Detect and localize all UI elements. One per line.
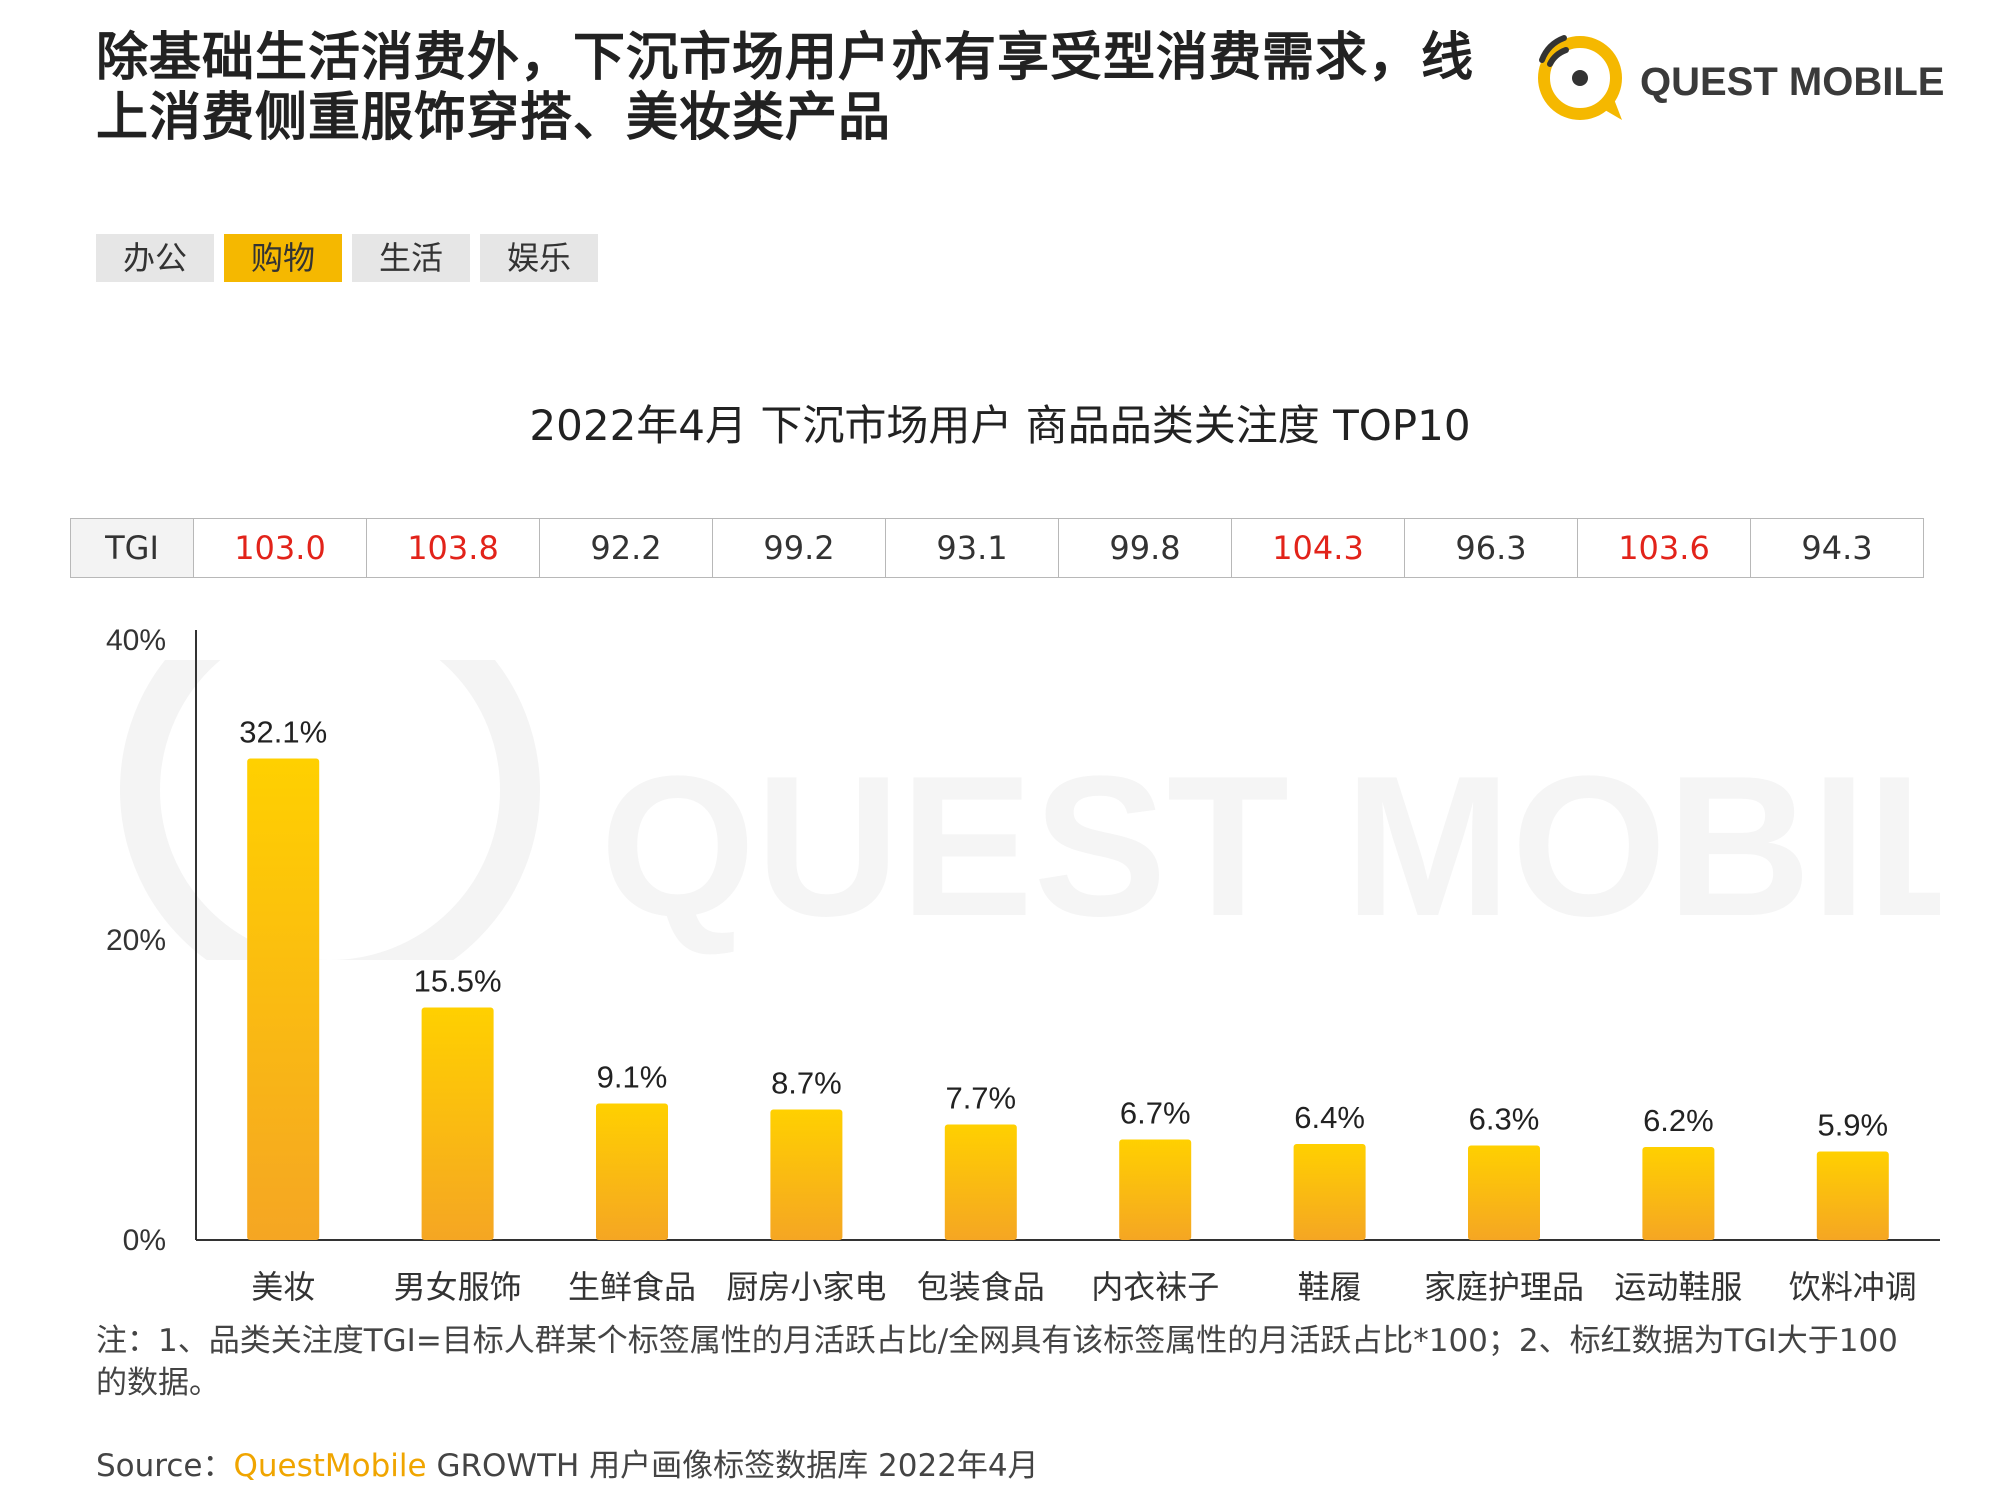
tgi-value: 99.2 — [712, 518, 886, 578]
category-tabs: 办公 购物 生活 娱乐 — [96, 234, 598, 282]
bar-value-label: 6.3% — [1469, 1102, 1540, 1137]
source-rest: GROWTH 用户画像标签数据库 2022年4月 — [426, 1448, 1039, 1484]
tgi-value: 104.3 — [1231, 518, 1405, 578]
bar-value-label: 32.1% — [239, 715, 327, 750]
bar — [1119, 1139, 1192, 1240]
source-brand: QuestMobile — [233, 1448, 427, 1484]
bar-value-label: 8.7% — [771, 1066, 842, 1101]
svg-text:QUEST MOBILE: QUEST MOBILE — [600, 735, 1940, 958]
tgi-row: TGI 103.0 103.8 92.2 99.2 93.1 99.8 104.… — [70, 518, 1924, 578]
tgi-value: 99.8 — [1058, 518, 1232, 578]
bar — [1816, 1151, 1889, 1240]
bar — [596, 1103, 668, 1240]
y-tick-label: 20% — [106, 924, 166, 957]
brand-logo: QUEST MOBILE — [1528, 28, 1958, 124]
x-tick-label: 美妆 — [251, 1268, 315, 1306]
tgi-value: 96.3 — [1404, 518, 1578, 578]
tgi-value: 103.0 — [193, 518, 367, 578]
bar — [1468, 1145, 1540, 1240]
bar-chart: 0% 20% 40% 32.1% 美妆 15.5% 男女服饰 9.1% 生鲜食品 8.7% 厨房小家… — [106, 624, 1940, 1306]
y-tick-label: 0% — [123, 1224, 166, 1257]
bar — [1642, 1147, 1715, 1240]
watermark-logo: QUEST MOBILE — [120, 660, 1940, 960]
tgi-value: 92.2 — [539, 518, 713, 578]
logo-text: QUEST MOBILE — [1640, 60, 1945, 104]
source-prefix: Source： — [96, 1448, 234, 1484]
page-title: 除基础生活消费外，下沉市场用户亦有享受型消费需求，线上消费侧重服饰穿搭、美妆类产… — [96, 28, 1475, 148]
x-tick-label: 鞋履 — [1298, 1268, 1362, 1306]
bar — [1293, 1144, 1366, 1240]
bar — [944, 1124, 1017, 1240]
x-tick-label: 厨房小家电 — [726, 1268, 886, 1306]
x-tick-label: 男女服饰 — [394, 1268, 522, 1306]
tgi-label: TGI — [70, 518, 194, 578]
tgi-table: TGI 103.0 103.8 92.2 99.2 93.1 99.8 104.… — [70, 518, 1924, 578]
bar-value-label: 7.7% — [945, 1081, 1016, 1116]
x-tick-label: 运动鞋服 — [1614, 1268, 1742, 1306]
tgi-value: 103.8 — [366, 518, 540, 578]
bar-value-label: 6.2% — [1643, 1103, 1714, 1138]
tgi-value: 94.3 — [1750, 518, 1924, 578]
bar — [247, 758, 320, 1240]
bar-value-label: 6.7% — [1120, 1096, 1191, 1131]
x-tick-label: 内衣袜子 — [1091, 1268, 1219, 1306]
bar-value-label: 6.4% — [1294, 1100, 1365, 1135]
chart-title: 2022年4月 下沉市场用户 商品品类关注度 TOP10 — [529, 401, 1471, 450]
bar — [770, 1109, 843, 1240]
logo-icon — [1538, 35, 1622, 120]
x-tick-label: 生鲜食品 — [568, 1268, 696, 1306]
x-tick-label: 家庭护理品 — [1424, 1268, 1584, 1306]
tab-office[interactable]: 办公 — [96, 234, 214, 282]
tab-shopping[interactable]: 购物 — [224, 234, 342, 282]
tab-life[interactable]: 生活 — [352, 234, 470, 282]
tab-entertainment[interactable]: 娱乐 — [480, 234, 598, 282]
y-tick-label: 40% — [106, 624, 166, 657]
bar-value-label: 15.5% — [414, 964, 502, 999]
bar-value-label: 9.1% — [597, 1060, 668, 1095]
x-tick-label: 包装食品 — [917, 1268, 1045, 1306]
x-tick-label: 饮料冲调 — [1789, 1268, 1917, 1306]
bar — [421, 1007, 494, 1240]
footnote: 注：1、品类关注度TGI=目标人群某个标签属性的月活跃占比/全网具有该标签属性的… — [96, 1323, 1898, 1401]
bar-value-label: 5.9% — [1817, 1108, 1888, 1143]
tgi-value: 93.1 — [885, 518, 1059, 578]
source-line: Source：QuestMobile GROWTH 用户画像标签数据库 2022… — [96, 1440, 1039, 1485]
tgi-value: 103.6 — [1577, 518, 1751, 578]
